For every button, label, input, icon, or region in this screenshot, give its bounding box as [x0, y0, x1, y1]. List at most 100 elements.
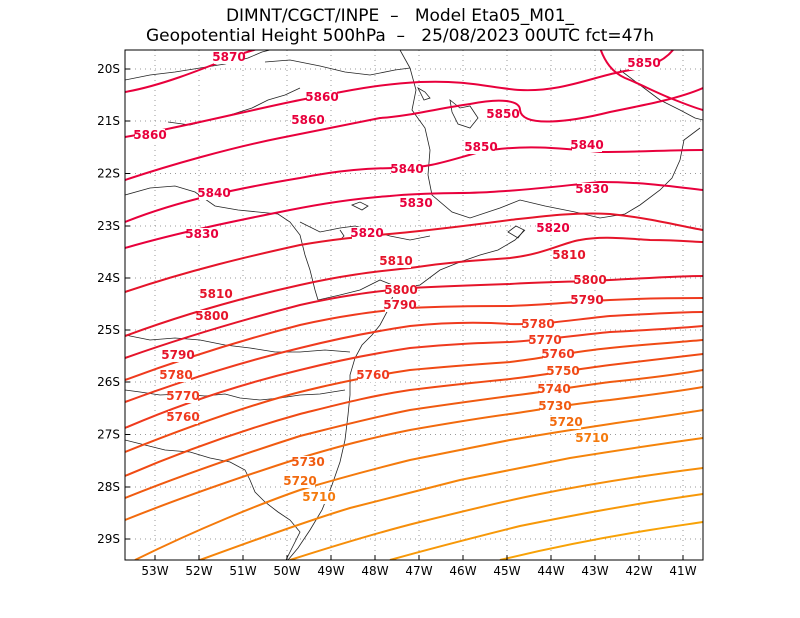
lat-tick-label: 25S	[97, 323, 120, 337]
contour-label: 5800	[573, 273, 606, 287]
contour-label: 5770	[166, 389, 199, 403]
lon-tick-label: 43W	[581, 564, 608, 578]
contour-label: 5830	[575, 182, 608, 196]
latitude-tick-labels: 20S 21S 22S 23S 24S 25S 26S 27S 28S 29S	[97, 62, 130, 546]
contour-label: 5840	[390, 162, 423, 176]
contour-line	[125, 297, 703, 381]
contour-label: 5760	[356, 368, 389, 382]
contour-label-background	[540, 400, 570, 413]
coastline-and-borders	[125, 50, 703, 560]
contour-label: 5820	[350, 226, 383, 240]
contour-label-background	[551, 416, 581, 429]
contour-label: 5710	[302, 490, 335, 504]
geopotential-contours	[125, 50, 703, 560]
contour-label-background	[381, 255, 411, 268]
contour-label: 5830	[185, 227, 218, 241]
contour-line	[125, 212, 703, 293]
lon-tick-label: 46W	[449, 564, 476, 578]
contour-label: 5790	[161, 348, 194, 362]
contour-label-background	[168, 411, 198, 424]
contour-label: 5750	[546, 364, 579, 378]
contour-label: 5780	[521, 317, 554, 331]
contour-label-background	[523, 318, 553, 331]
contour-label-background	[466, 141, 496, 154]
contour-line	[125, 180, 703, 249]
lon-tick-label: 48W	[361, 564, 388, 578]
contour-line	[125, 386, 703, 521]
contour-label: 5790	[383, 298, 416, 312]
lon-tick-label: 41W	[669, 564, 696, 578]
lat-tick-label: 27S	[97, 428, 120, 442]
contour-label-background	[392, 163, 422, 176]
lat-tick-label: 20S	[97, 62, 120, 76]
lon-tick-label: 45W	[493, 564, 520, 578]
lat-tick-label: 21S	[97, 114, 120, 128]
contour-label: 5850	[486, 107, 519, 121]
contour-label: 5810	[379, 254, 412, 268]
contour-line	[125, 339, 703, 453]
lon-tick-label: 50W	[273, 564, 300, 578]
lon-tick-label: 44W	[537, 564, 564, 578]
contour-label-background	[214, 51, 244, 64]
contour-line	[134, 409, 703, 560]
plot-frame	[124, 49, 704, 561]
contour-label: 5710	[575, 431, 608, 445]
contour-label-background	[358, 369, 388, 382]
contour-label: 5730	[291, 455, 324, 469]
contour-label-background	[401, 197, 431, 210]
contour-label: 5770	[528, 333, 561, 347]
contour-label: 5730	[538, 399, 571, 413]
contour-label: 5790	[570, 293, 603, 307]
contour-label: 5820	[536, 221, 569, 235]
contour-label-background	[187, 228, 217, 241]
lat-tick-label: 28S	[97, 480, 120, 494]
contour-label: 5850	[627, 56, 660, 70]
contour-label-background	[386, 284, 416, 297]
lon-tick-label: 53W	[141, 564, 168, 578]
contour-label-background	[304, 491, 334, 504]
contour-label-background	[629, 57, 659, 70]
contour-label: 5850	[464, 140, 497, 154]
longitude-tick-labels: 53W 52W 51W 50W 49W 48W 47W 46W 45W 44W 43W 42W 41W	[141, 555, 697, 578]
contour-line	[389, 493, 703, 560]
contour-line	[199, 437, 703, 560]
contour-label-background	[352, 227, 382, 240]
contour-label-background	[572, 294, 602, 307]
contour-line	[125, 325, 703, 429]
contour-label-background	[135, 129, 165, 142]
contour-label-background	[285, 475, 315, 488]
lat-tick-label: 24S	[97, 271, 120, 285]
contour-line	[289, 467, 703, 560]
contour-label-background	[161, 369, 191, 382]
contour-line	[125, 236, 703, 337]
contour-label: 5720	[283, 474, 316, 488]
contour-label: 5740	[537, 382, 570, 396]
title-line-2: Geopotential Height 500hPa – 25/08/2023 …	[145, 26, 655, 46]
contour-label-background	[168, 390, 198, 403]
contour-line	[125, 369, 703, 499]
contour-label: 5860	[133, 128, 166, 142]
contour-label: 5860	[305, 90, 338, 104]
contour-label-background	[197, 310, 227, 323]
contour-label-background	[199, 187, 229, 200]
contour-label: 5800	[195, 309, 228, 323]
contour-line	[125, 146, 703, 223]
contour-label-background	[385, 299, 415, 312]
contour-label: 5760	[166, 410, 199, 424]
contour-label-background	[575, 274, 605, 287]
contour-line	[499, 521, 703, 560]
contour-label: 5780	[159, 368, 192, 382]
contour-label: 5800	[384, 283, 417, 297]
contour-label: 5860	[291, 113, 324, 127]
lon-tick-label: 51W	[229, 564, 256, 578]
contour-label-background	[293, 114, 323, 127]
lat-tick-label: 22S	[97, 167, 120, 181]
contour-label: 5840	[197, 186, 230, 200]
contour-label-background	[577, 183, 607, 196]
title-line-1: DIMNT/CGCT/INPE – Model Eta05_M01_	[225, 6, 575, 26]
contour-label-background	[539, 383, 569, 396]
contour-line	[125, 50, 674, 138]
contour-label-background	[163, 349, 193, 362]
contour-labels: 5870 5850 5860 5860 5850 5860 5850 5840 5840 5840…	[133, 50, 661, 504]
